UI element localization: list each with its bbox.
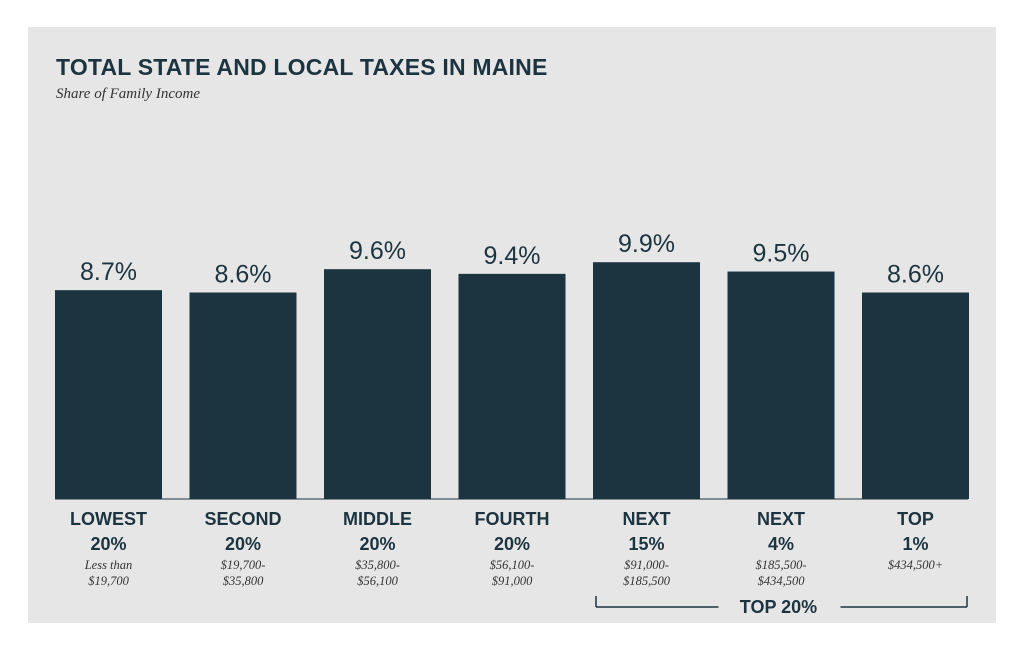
category-share-label: 15% — [628, 534, 664, 554]
bar — [189, 292, 297, 499]
bar-value-label: 9.5% — [753, 240, 810, 268]
chart-subtitle: Share of Family Income — [56, 86, 200, 102]
bar-value-label: 8.6% — [215, 261, 272, 289]
bar — [324, 269, 431, 499]
category-label: TOP — [897, 509, 934, 529]
bar-value-label: 8.6% — [887, 261, 944, 289]
income-range-label: Less than — [84, 558, 133, 572]
income-range-label: $91,000- — [624, 558, 669, 572]
category-label: FOURTH — [475, 509, 550, 529]
category-label: SECOND — [204, 509, 281, 529]
category-share-label: 20% — [494, 534, 530, 554]
income-range-label: $19,700 — [88, 574, 129, 588]
income-range-label: $434,500+ — [888, 558, 943, 572]
category-label: NEXT — [757, 509, 805, 529]
bar-value-label: 8.7% — [80, 258, 137, 286]
bar — [862, 292, 969, 499]
bar — [458, 273, 566, 499]
category-label: MIDDLE — [343, 509, 412, 529]
income-range-label: $185,500 — [623, 574, 671, 588]
income-range-label: $91,000 — [492, 574, 533, 588]
income-range-label: $19,700- — [221, 558, 266, 572]
bar-value-label: 9.6% — [349, 237, 406, 265]
income-range-label: $35,800- — [355, 558, 400, 572]
category-share-label: 1% — [902, 534, 928, 554]
income-range-label: $56,100- — [490, 558, 535, 572]
category-share-label: 20% — [359, 534, 395, 554]
group-bracket-label: TOP 20% — [740, 597, 817, 617]
bar-value-label: 9.9% — [618, 230, 675, 258]
bar-value-label: 9.4% — [484, 242, 541, 270]
category-share-label: 20% — [90, 534, 126, 554]
bar — [593, 262, 700, 499]
bar — [727, 271, 835, 499]
category-share-label: 4% — [768, 534, 794, 554]
chart-title: TOTAL STATE AND LOCAL TAXES IN MAINE — [56, 54, 548, 80]
category-label: LOWEST — [70, 509, 147, 529]
bar — [55, 290, 162, 499]
income-range-label: $185,500- — [755, 558, 806, 572]
income-range-label: $56,100 — [357, 574, 398, 588]
income-range-label: $434,500 — [758, 574, 806, 588]
category-label: NEXT — [622, 509, 670, 529]
category-share-label: 20% — [225, 534, 261, 554]
income-range-label: $35,800 — [223, 574, 264, 588]
